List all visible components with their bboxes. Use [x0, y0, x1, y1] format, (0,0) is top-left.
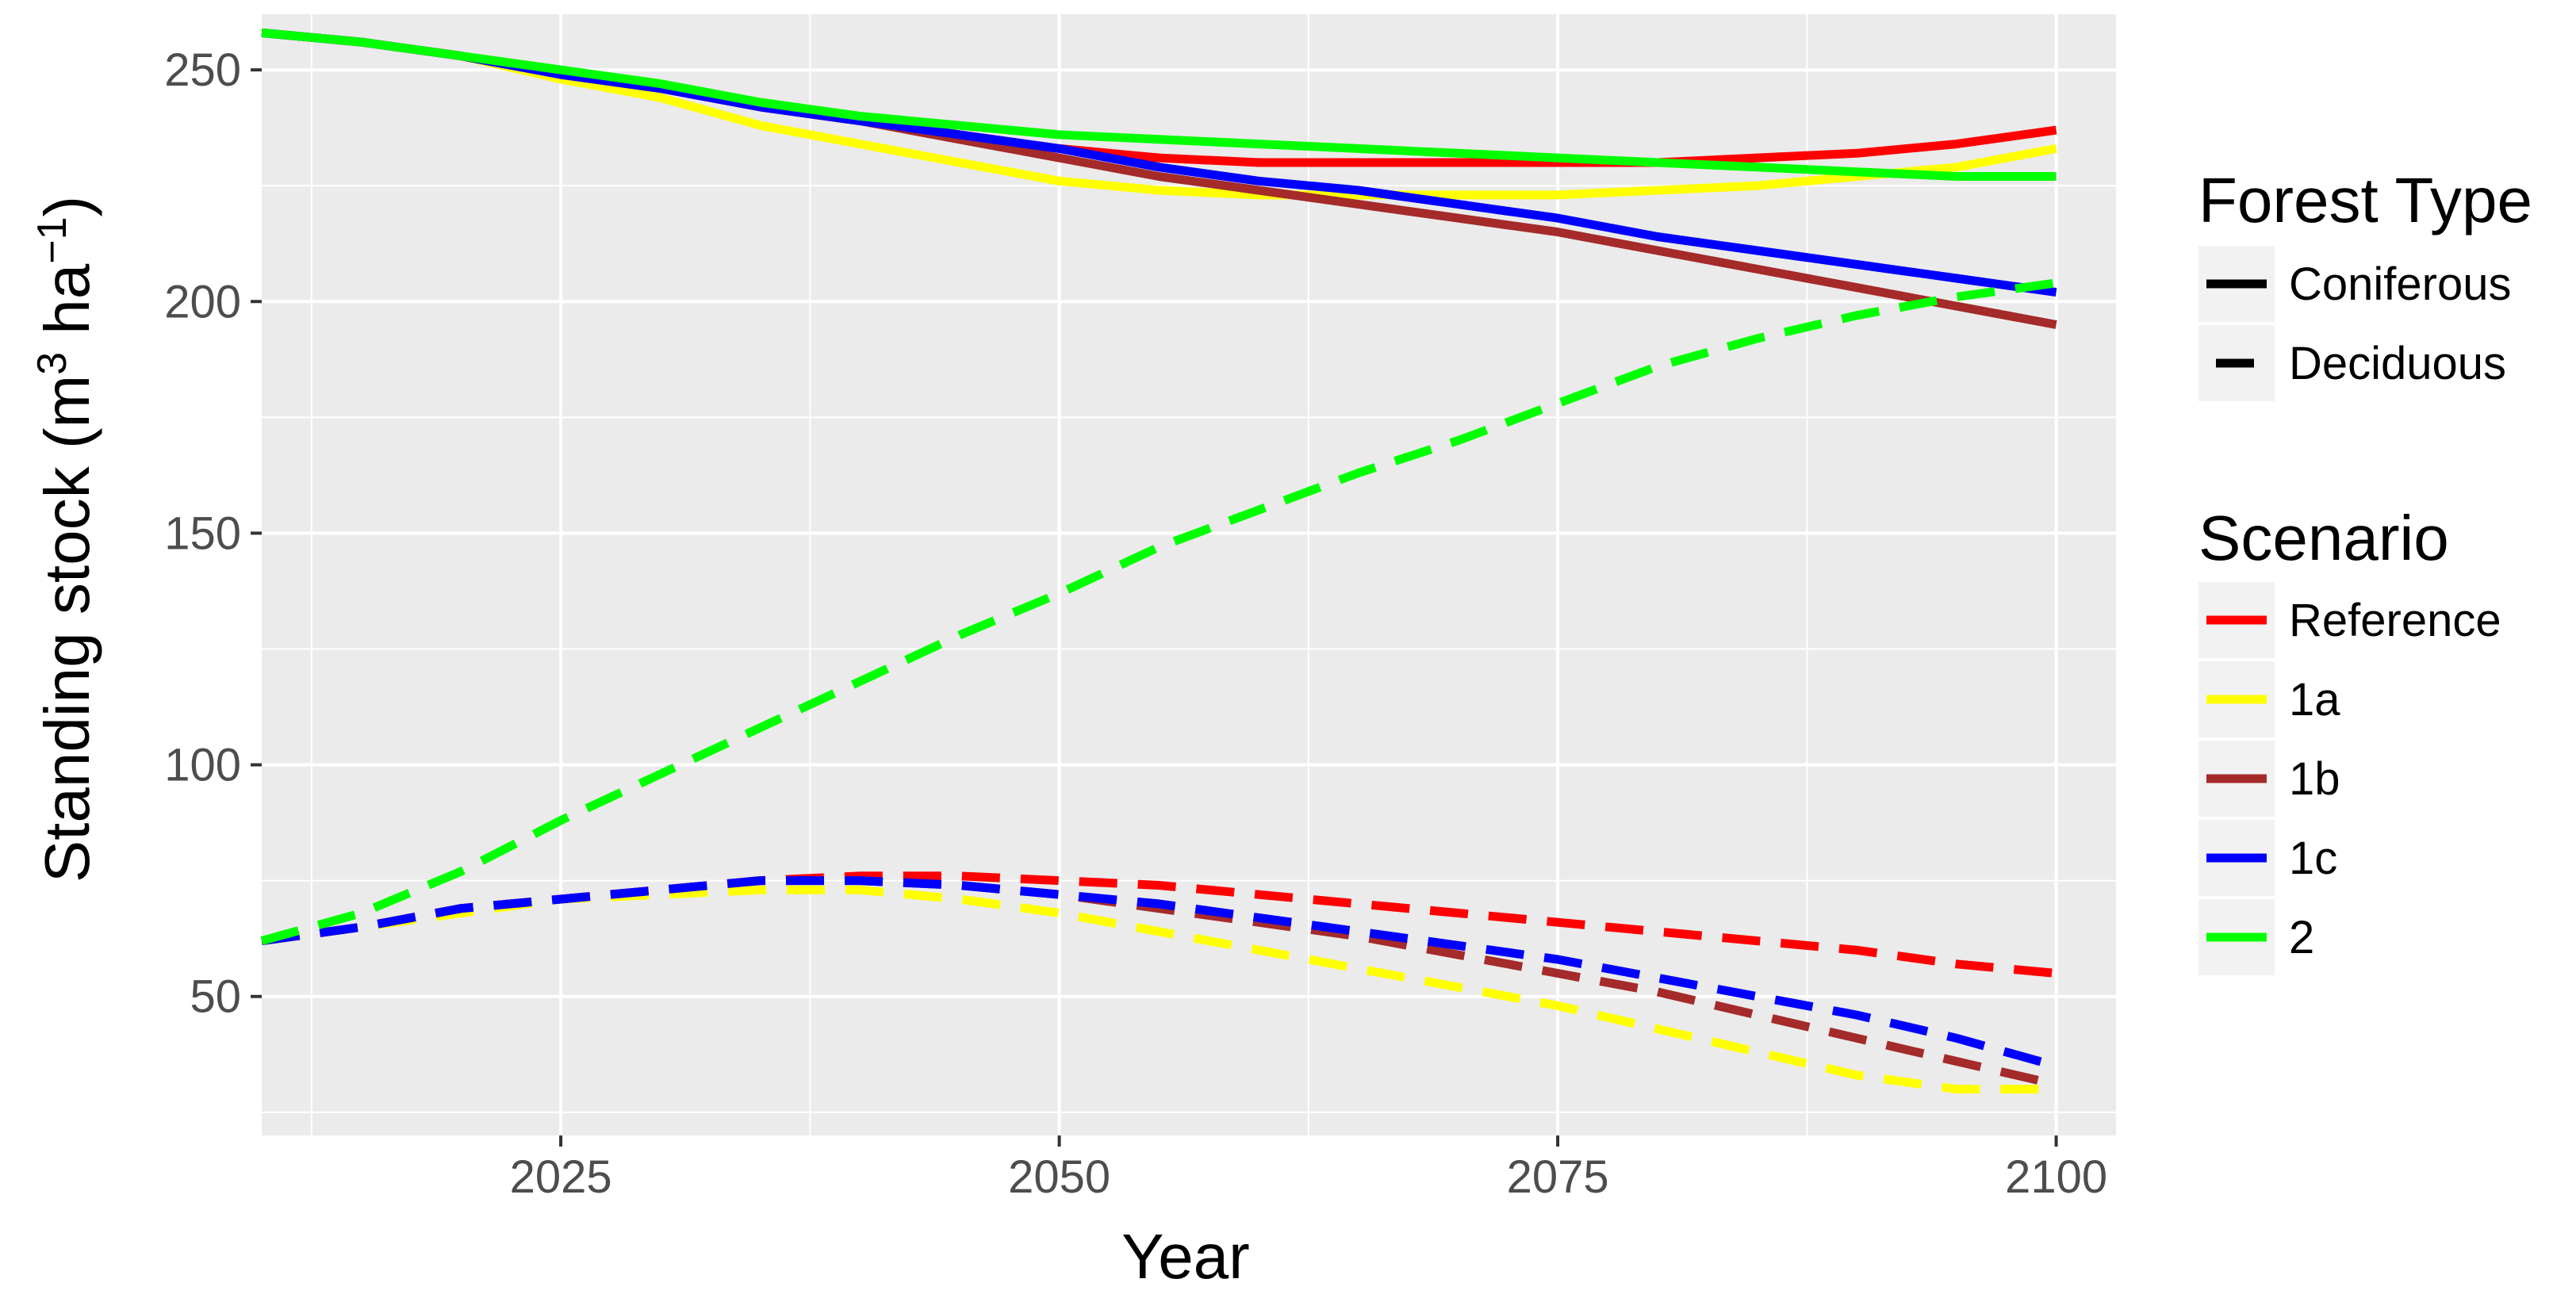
- series-line-coniferous-2: [261, 28, 2057, 181]
- x-axis-title: Year: [1121, 1221, 1250, 1292]
- legend-label-1a: 1a: [2289, 674, 2340, 726]
- legend-label-1c: 1c: [2289, 833, 2337, 884]
- y-axis-title-suffix: ): [32, 196, 102, 217]
- x-tick-label: 2025: [510, 1151, 612, 1203]
- y-tick-label: 200: [164, 276, 241, 327]
- series-lines: [260, 28, 2058, 1094]
- y-tick-label: 150: [164, 507, 241, 559]
- legend-label-reference: Reference: [2289, 595, 2501, 646]
- y-axis-title-mid: ha: [32, 263, 102, 352]
- y-axis-title-sup1: 3: [29, 352, 75, 375]
- y-tick-label: 50: [190, 971, 241, 1023]
- x-tick-label: 2050: [1008, 1151, 1110, 1203]
- y-axis-title-sup2: −1: [29, 216, 75, 263]
- legend-label-coniferous: Coniferous: [2289, 258, 2511, 310]
- x-tick-label: 2075: [1507, 1151, 1609, 1203]
- y-axis-title-prefix: Standing stock (m: [32, 375, 102, 883]
- series-line-deciduous-2: [260, 278, 2057, 945]
- x-tick-label: 2100: [2005, 1151, 2107, 1203]
- y-axis-title: Standing stock (m3 ha−1): [29, 196, 102, 883]
- y-tick-label: 250: [164, 44, 241, 96]
- series-line-coniferous-1c: [261, 28, 2057, 297]
- legend: Forest Type Coniferous Deciduous Scenario Re…: [2198, 165, 2532, 975]
- axes: 2025 2050 2075 2100 50 100 150 200 250: [164, 44, 2107, 1203]
- legend-label-deciduous: Deciduous: [2289, 338, 2506, 389]
- series-line-coniferous-1a: [261, 28, 2057, 200]
- legend-label-2: 2: [2289, 912, 2314, 963]
- y-tick-label: 100: [164, 740, 241, 791]
- legend-title-scenario: Scenario: [2198, 503, 2449, 573]
- series-line-deciduous-1c: [261, 876, 2058, 1070]
- legend-title-forest-type: Forest Type: [2198, 165, 2532, 235]
- legend-label-1b: 1b: [2289, 753, 2340, 805]
